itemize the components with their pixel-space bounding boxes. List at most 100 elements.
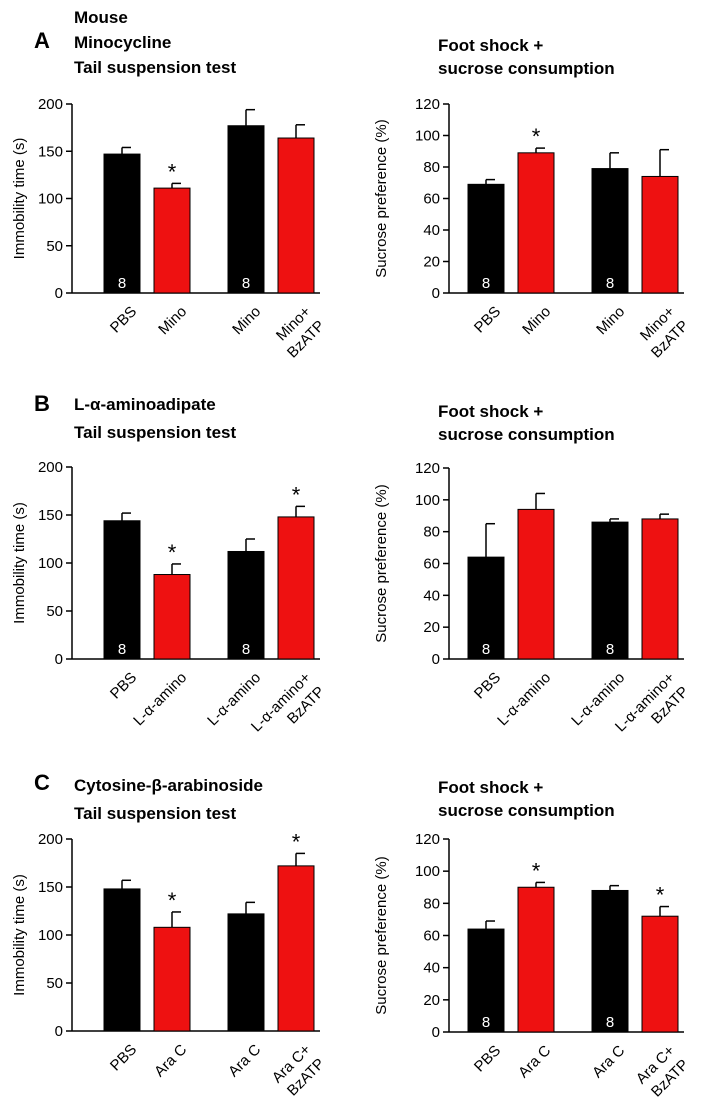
- y-tick-label: 150: [38, 507, 63, 524]
- x-tick-label: Ara C: [151, 1041, 190, 1080]
- n-label: 8: [482, 275, 490, 292]
- y-tick-label: 20: [423, 619, 440, 636]
- y-tick-label: 100: [38, 191, 63, 208]
- panel-a-right-title-line1: Foot shock +: [438, 36, 544, 55]
- n-label: 8: [606, 275, 614, 292]
- n-label: 8: [118, 275, 126, 292]
- y-axis-label: Immobility time (s): [11, 874, 28, 996]
- y-tick-label: 80: [423, 159, 440, 176]
- y-axis-label: Immobility time (s): [11, 138, 28, 260]
- panel-a-right-title-line2: sucrose consumption: [438, 59, 615, 78]
- bar: [591, 168, 629, 294]
- x-tick-label: PBS: [471, 1042, 504, 1075]
- bar: [103, 153, 141, 294]
- y-tick-label: 0: [432, 1024, 440, 1041]
- bar: [277, 865, 315, 1032]
- panel-b-right-title-line2: sucrose consumption: [438, 425, 615, 444]
- x-tick-label: Mino: [593, 303, 628, 338]
- bar: [153, 574, 191, 660]
- x-tick-label: Mino: [229, 303, 264, 338]
- panel-c-right-title-line2: sucrose consumption: [438, 801, 615, 820]
- x-tick-label: Mino: [155, 303, 190, 338]
- bar: [591, 889, 629, 1033]
- y-tick-label: 100: [38, 927, 63, 944]
- significance-star: *: [532, 858, 541, 883]
- bar: [277, 516, 315, 660]
- y-tick-label: 0: [55, 285, 63, 302]
- panel-a-title-drug: Minocycline: [74, 33, 172, 52]
- x-tick-label: PBS: [471, 669, 504, 702]
- significance-star: *: [656, 883, 665, 908]
- x-tick-label: L-α-amino: [494, 669, 554, 729]
- y-tick-label: 50: [46, 238, 63, 255]
- y-tick-label: 40: [423, 587, 440, 604]
- y-axis-label: Immobility time (s): [11, 502, 28, 624]
- y-tick-label: 0: [432, 285, 440, 302]
- panel-letter-b: B: [34, 391, 50, 416]
- panel-c-title-test: Tail suspension test: [74, 804, 237, 823]
- y-tick-label: 40: [423, 960, 440, 977]
- bar: [641, 915, 679, 1033]
- significance-star: *: [168, 540, 177, 565]
- n-label: 8: [242, 275, 250, 292]
- x-tick-label: Mino: [519, 303, 554, 338]
- n-label: 8: [242, 641, 250, 658]
- y-tick-label: 20: [423, 254, 440, 271]
- n-label: 8: [606, 641, 614, 658]
- bar: [103, 888, 141, 1032]
- y-tick-label: 0: [55, 1023, 63, 1040]
- x-tick-label: Ara C: [589, 1042, 628, 1081]
- n-label: 8: [482, 1014, 490, 1031]
- y-tick-label: 100: [415, 128, 440, 145]
- bar: [517, 508, 555, 660]
- panel-b-right-title-line1: Foot shock +: [438, 402, 544, 421]
- bar: [227, 125, 265, 294]
- x-tick-label: PBS: [471, 303, 504, 336]
- panel-a-title-test: Tail suspension test: [74, 58, 237, 77]
- y-tick-label: 150: [38, 143, 63, 160]
- y-axis-label: Sucrose preference (%): [373, 856, 390, 1014]
- bar: [467, 183, 505, 294]
- panel-a-title-species: Mouse: [74, 8, 128, 27]
- y-tick-label: 0: [55, 651, 63, 668]
- y-tick-label: 20: [423, 992, 440, 1009]
- y-tick-label: 50: [46, 975, 63, 992]
- y-tick-label: 200: [38, 831, 63, 848]
- y-tick-label: 120: [415, 831, 440, 848]
- panel-letter-c: C: [34, 770, 50, 795]
- bar: [641, 518, 679, 660]
- x-tick-label: PBS: [107, 1041, 140, 1074]
- y-tick-label: 80: [423, 524, 440, 541]
- significance-star: *: [292, 829, 301, 854]
- x-tick-label: PBS: [107, 669, 140, 702]
- y-tick-label: 120: [415, 96, 440, 113]
- bar: [227, 550, 265, 660]
- bar: [153, 187, 191, 294]
- panel-c-title-drug: Cytosine-β-arabinoside: [74, 776, 263, 795]
- y-axis-label: Sucrose preference (%): [373, 119, 390, 277]
- y-tick-label: 200: [38, 96, 63, 113]
- bar: [103, 520, 141, 660]
- n-label: 8: [606, 1014, 614, 1031]
- x-tick-label: Ara C: [225, 1041, 264, 1080]
- bar: [467, 556, 505, 660]
- y-axis-label: Sucrose preference (%): [373, 484, 390, 642]
- y-tick-label: 100: [415, 863, 440, 880]
- bar: [227, 913, 265, 1032]
- y-tick-label: 40: [423, 222, 440, 239]
- bar: [277, 137, 315, 294]
- bar: [591, 521, 629, 660]
- y-tick-label: 150: [38, 879, 63, 896]
- y-tick-label: 60: [423, 928, 440, 945]
- x-tick-label: Ara C: [515, 1042, 554, 1081]
- bar: [153, 926, 191, 1032]
- panel-letter-a: A: [34, 28, 50, 53]
- y-tick-label: 60: [423, 556, 440, 573]
- bar: [641, 175, 679, 294]
- y-tick-label: 60: [423, 191, 440, 208]
- significance-star: *: [168, 888, 177, 913]
- significance-star: *: [532, 124, 541, 149]
- y-tick-label: 0: [432, 651, 440, 668]
- panel-b-title-drug: L-α-aminoadipate: [74, 395, 216, 414]
